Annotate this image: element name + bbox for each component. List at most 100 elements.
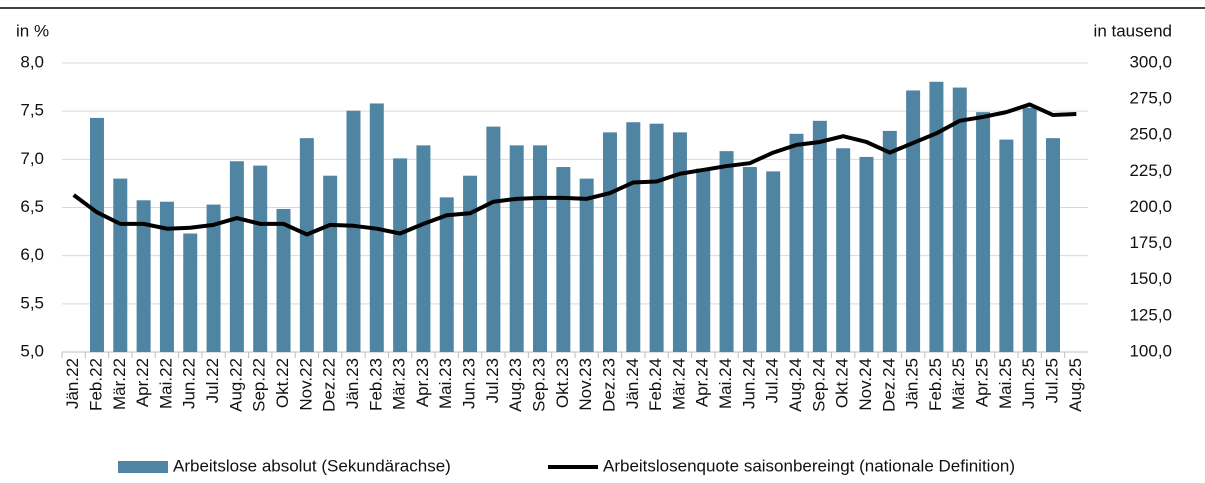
bar [696, 168, 711, 352]
bar [999, 139, 1014, 352]
bar [882, 130, 897, 352]
bar [672, 132, 687, 352]
bar [812, 120, 827, 352]
x-tick-label: Mär.23 [390, 358, 409, 410]
x-tick-label: Mai.22 [156, 358, 175, 409]
bar [346, 110, 361, 352]
x-tick-label: Jul.22 [203, 358, 222, 403]
bar [439, 197, 454, 352]
x-tick-label: Aug.25 [1066, 358, 1085, 412]
bar [113, 178, 128, 352]
bar [89, 117, 104, 352]
x-tick-label: Jun.22 [180, 358, 199, 409]
x-tick-label: Jän.22 [63, 358, 82, 409]
bar [299, 138, 314, 352]
bar [183, 233, 198, 352]
x-tick-label: Feb.24 [646, 358, 665, 411]
x-tick-label: Aug.22 [226, 358, 245, 412]
bar [906, 90, 921, 352]
x-tick-label: Feb.23 [366, 358, 385, 411]
x-tick-label: Dez.22 [320, 358, 339, 412]
bar [626, 122, 641, 353]
y2-tick-label: 300,0 [1129, 52, 1172, 71]
y-tick-label: 7,5 [20, 101, 44, 120]
x-tick-label: Nov.23 [576, 358, 595, 411]
bar [929, 81, 944, 352]
x-tick-label: Aug.23 [506, 358, 525, 412]
y-tick-label: 5,5 [20, 293, 44, 312]
x-tick-label: Okt.23 [553, 358, 572, 408]
bar [533, 145, 548, 352]
x-tick-label: Apr.22 [133, 358, 152, 407]
y2-tick-label: 275,0 [1129, 89, 1172, 108]
bar [463, 175, 478, 352]
x-tick-label: Apr.23 [413, 358, 432, 407]
x-tick-label: Okt.24 [833, 358, 852, 408]
legend-label: Arbeitslosenquote saisonbereingt (nation… [603, 456, 1015, 475]
y2-axis-label: in tausend [1094, 21, 1172, 40]
y2-tick-label: 175,0 [1129, 233, 1172, 252]
bar [556, 167, 571, 352]
x-tick-label: Sep.24 [809, 358, 828, 412]
x-tick-label: Jul.25 [1043, 358, 1062, 403]
bar [742, 167, 757, 352]
x-tick-label: Jun.24 [739, 358, 758, 409]
bar [253, 165, 268, 352]
bar [859, 156, 874, 352]
y2-tick-label: 200,0 [1129, 197, 1172, 216]
bar [789, 133, 804, 352]
bar [323, 175, 338, 352]
bar [416, 145, 431, 352]
x-tick-label: Mai.24 [716, 358, 735, 409]
y2-tick-label: 225,0 [1129, 161, 1172, 180]
bar [719, 151, 734, 352]
y-tick-label: 5,0 [20, 341, 44, 360]
bar [1046, 138, 1061, 352]
bar [136, 200, 151, 352]
x-tick-label: Jän.25 [903, 358, 922, 409]
bar [579, 178, 594, 352]
x-tick-label: Dez.23 [599, 358, 618, 412]
x-tick-label: Apr.24 [693, 358, 712, 407]
line [72, 102, 1077, 237]
x-tick-label: Feb.22 [86, 358, 105, 411]
x-tick-label: Jän.23 [343, 358, 362, 409]
bar [766, 171, 781, 352]
bar [602, 132, 617, 352]
x-tick-label: Jul.23 [483, 358, 502, 403]
y2-tick-label: 125,0 [1129, 305, 1172, 324]
x-tick-label: Sep.23 [530, 358, 549, 412]
bar [509, 145, 524, 352]
x-tick-label: Mär.24 [669, 358, 688, 410]
bar [952, 87, 967, 352]
y-tick-label: 8,0 [20, 52, 44, 71]
x-tick-label: Mär.25 [949, 358, 968, 410]
y2-tick-label: 100,0 [1129, 341, 1172, 360]
x-tick-label: Jän.24 [623, 358, 642, 409]
x-tick-label: Sep.22 [250, 358, 269, 412]
legend-label: Arbeitslose absolut (Sekundärachse) [173, 456, 451, 475]
y-axis-label: in % [16, 21, 49, 40]
x-tick-label: Nov.22 [296, 358, 315, 411]
bar [649, 123, 664, 352]
x-tick-label: Nov.24 [856, 358, 875, 411]
y2-tick-label: 150,0 [1129, 269, 1172, 288]
x-tick-label: Aug.24 [786, 358, 805, 412]
bar [206, 204, 221, 352]
bar [159, 201, 174, 352]
x-tick-label: Mai.25 [996, 358, 1015, 409]
x-tick-label: Jun.25 [1019, 358, 1038, 409]
x-tick-label: Okt.22 [273, 358, 292, 408]
bar [836, 148, 851, 352]
bar [486, 126, 501, 352]
y-tick-label: 7,0 [20, 149, 44, 168]
y2-tick-label: 250,0 [1129, 125, 1172, 144]
legend-swatch [118, 461, 168, 473]
bar [976, 112, 991, 352]
bar [229, 161, 244, 352]
x-tick-label: Dez.24 [879, 358, 898, 412]
x-tick-label: Jun.23 [460, 358, 479, 409]
bar [393, 158, 408, 352]
x-tick-label: Feb.25 [926, 358, 945, 411]
